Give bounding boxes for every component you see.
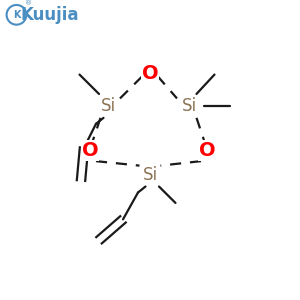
Text: K: K <box>13 10 20 20</box>
Text: Kuujia: Kuujia <box>20 6 79 24</box>
Text: O: O <box>82 141 98 160</box>
Text: O: O <box>142 64 158 83</box>
Text: Si: Si <box>100 97 116 115</box>
Text: Si: Si <box>142 166 158 184</box>
Text: Si: Si <box>182 97 196 115</box>
Text: O: O <box>199 141 215 160</box>
Text: ®: ® <box>25 1 32 7</box>
